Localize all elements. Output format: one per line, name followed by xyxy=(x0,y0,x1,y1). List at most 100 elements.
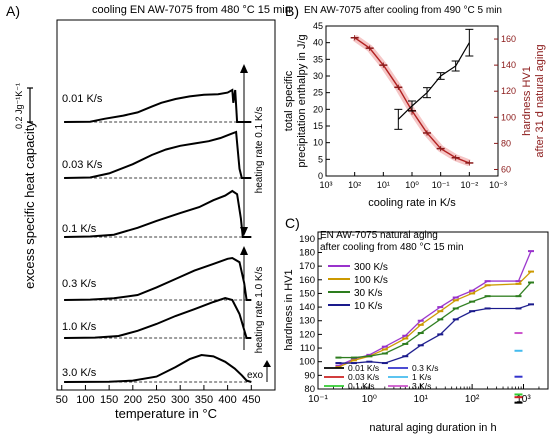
panel-c-data xyxy=(335,250,534,404)
exo-label: exo xyxy=(247,370,264,381)
c-legend-extra-label-1: 0.03 K/s xyxy=(348,372,379,382)
c-legend-label-3: 10 K/s xyxy=(354,301,382,312)
b-ytick-left-label-8: 40 xyxy=(313,38,323,48)
panel-c-xlabel: natural aging duration in h xyxy=(369,422,496,434)
panel-a: A) cooling EN AW-7075 from 480 °C 15 min… xyxy=(6,3,291,421)
a-curve-2 xyxy=(64,189,252,238)
c-xtick-label-3: 10² xyxy=(465,394,480,405)
b-ytick-left-label-5: 25 xyxy=(313,88,323,98)
panel-c-frame xyxy=(317,231,549,390)
c-legend-label-1: 100 K/s xyxy=(354,275,388,286)
a-curve-0 xyxy=(64,88,252,123)
c-ytick-label-7: 150 xyxy=(299,288,315,299)
c-ytick-label-0: 80 xyxy=(304,384,315,395)
c-ytick-label-1: 90 xyxy=(304,370,315,381)
c-ytick-label-3: 110 xyxy=(300,343,315,354)
b-ytick-left-label-7: 35 xyxy=(313,54,323,64)
c-xtick-label-2: 10¹ xyxy=(414,394,429,405)
panel-c: C) EN AW-7075 natural aging after coolin… xyxy=(283,215,549,434)
b-ytick-right-label-4: 140 xyxy=(501,60,516,70)
a-xtick-label-0: 50 xyxy=(56,394,68,406)
c-ytick-label-11: 190 xyxy=(299,234,315,245)
a-xtick-label-1: 100 xyxy=(76,394,94,406)
panel-b-ylabel-right-1: hardness HV1 xyxy=(521,66,533,136)
b-ytick-right-label-0: 60 xyxy=(501,164,511,174)
panel-c-title-1: EN AW-7075 natural aging xyxy=(320,230,438,241)
c-legend-extra-label-2: 0.1 K/s xyxy=(348,381,374,391)
a-xtick-label-4: 250 xyxy=(147,394,165,406)
panel-c-legend: 300 K/s 100 K/s 30 K/s 10 K/s 0.01 K/s0.03 K… xyxy=(324,262,438,391)
group-label-0: heating rate 0.1 K/s xyxy=(254,107,265,194)
b-ytick-right-label-1: 80 xyxy=(501,138,511,148)
panel-b-ylabel-left-2: precipitation enthalpy in J/g xyxy=(296,34,308,167)
heating-rate-arrows: heating rate 0.1 K/s heating rate 1.0 K/… xyxy=(240,64,265,353)
panel-a-x-ticks: 50 100 150 200 250 300 350 400 450 xyxy=(56,385,260,406)
a-curve-label-5: 3.0 K/s xyxy=(62,367,97,379)
c-ytick-label-4: 120 xyxy=(299,329,315,340)
scale-bar-label: 0.2 Jg⁻¹K⁻¹ xyxy=(14,83,24,129)
b-ytick-left-label-0: 0 xyxy=(318,171,323,181)
c-ytick-label-8: 160 xyxy=(299,275,315,286)
c-ytick-label-6: 140 xyxy=(299,302,315,313)
a-curve-label-0: 0.01 K/s xyxy=(62,93,103,105)
b-ytick-left-label-4: 20 xyxy=(313,104,323,114)
panel-b: B) EN AW-7075 after cooling from 490 °C … xyxy=(283,3,546,209)
group-label-1: heating rate 1.0 K/s xyxy=(254,267,265,354)
a-xtick-label-3: 200 xyxy=(124,394,142,406)
c-xtick-label-4: 10³ xyxy=(516,394,531,405)
b-ytick-left-label-9: 45 xyxy=(313,21,323,31)
c-xtick-label-0: 10⁻¹ xyxy=(308,394,328,405)
panel-c-title-2: after cooling from 480 °C 15 min xyxy=(320,242,464,253)
panel-b-data xyxy=(350,28,474,167)
b-ytick-left-label-1: 5 xyxy=(318,154,323,164)
a-xtick-label-5: 300 xyxy=(171,394,189,406)
a-xtick-label-7: 400 xyxy=(218,394,236,406)
panel-a-xlabel: temperature in °C xyxy=(115,406,217,421)
b-xtick-label-2: 10¹ xyxy=(377,180,390,190)
panel-a-title: cooling EN AW-7075 from 480 °C 15 min xyxy=(92,4,291,16)
a-curve-1 xyxy=(64,130,252,179)
b-xtick-label-1: 10² xyxy=(348,180,361,190)
a-xtick-label-8: 450 xyxy=(242,394,260,406)
b-xtick-label-6: 10⁻³ xyxy=(489,180,507,190)
b-xtick-label-3: 10⁰ xyxy=(405,180,419,190)
scale-bar: 0.2 Jg⁻¹K⁻¹ xyxy=(14,83,33,129)
a-curve-label-4: 1.0 K/s xyxy=(62,321,97,333)
panel-a-letter: A) xyxy=(6,3,20,19)
panel-c-letter: C) xyxy=(285,215,300,231)
a-curve-label-3: 0.3 K/s xyxy=(62,278,97,290)
a-xtick-label-6: 350 xyxy=(195,394,213,406)
a-curve-5 xyxy=(64,353,252,383)
c-xtick-label-1: 10⁰ xyxy=(362,394,377,405)
a-curve-label-2: 0.1 K/s xyxy=(62,223,97,235)
panel-c-ylabel: hardness in HV1 xyxy=(283,269,295,350)
c-legend-extra-label-5: 3 K/s xyxy=(412,381,431,391)
c-legend-label-2: 30 K/s xyxy=(354,288,382,299)
exo-indicator: exo xyxy=(247,360,271,382)
c-ytick-label-9: 170 xyxy=(299,261,315,272)
c-ytick-label-10: 180 xyxy=(299,247,315,258)
panel-b-ylabel-right-2: after 31 d natural aging xyxy=(534,44,546,157)
c-legend-extra-label-0: 0.01 K/s xyxy=(348,363,379,373)
b-ytick-right-label-5: 160 xyxy=(501,34,516,44)
a-curve-4 xyxy=(64,296,252,339)
c-legend-label-0: 300 K/s xyxy=(354,262,388,273)
b-xtick-label-0: 10³ xyxy=(319,180,332,190)
c-legend-extra-label-3: 0.3 K/s xyxy=(412,363,438,373)
b-enthalpy-line xyxy=(397,42,470,120)
b-ytick-right-label-3: 120 xyxy=(501,86,516,96)
panel-c-axes: 10⁻¹ 10⁰ 10¹ 10² 10³ 80 90 100 110 120 130 140 150 16… xyxy=(299,234,549,405)
c-legend-extra-label-4: 1 K/s xyxy=(412,372,431,382)
a-curve-3 xyxy=(64,256,252,301)
b-xtick-label-4: 10⁻¹ xyxy=(432,180,450,190)
panel-a-frame xyxy=(56,19,276,391)
panel-b-xlabel: cooling rate in K/s xyxy=(368,197,456,209)
b-ytick-left-label-3: 15 xyxy=(313,121,323,131)
b-ytick-left-label-2: 10 xyxy=(313,138,323,148)
a-curve-label-1: 0.03 K/s xyxy=(62,159,103,171)
a-xtick-label-2: 150 xyxy=(100,394,118,406)
panel-a-ylabel: excess specific heat capacity xyxy=(22,121,37,289)
panel-b-axes: 10³ 10² 10¹ 10⁰ 10⁻¹ 10⁻² 10⁻³ 0 5 10 15 20 25 30 35 40… xyxy=(313,21,516,190)
b-ytick-right-label-2: 100 xyxy=(501,112,516,122)
